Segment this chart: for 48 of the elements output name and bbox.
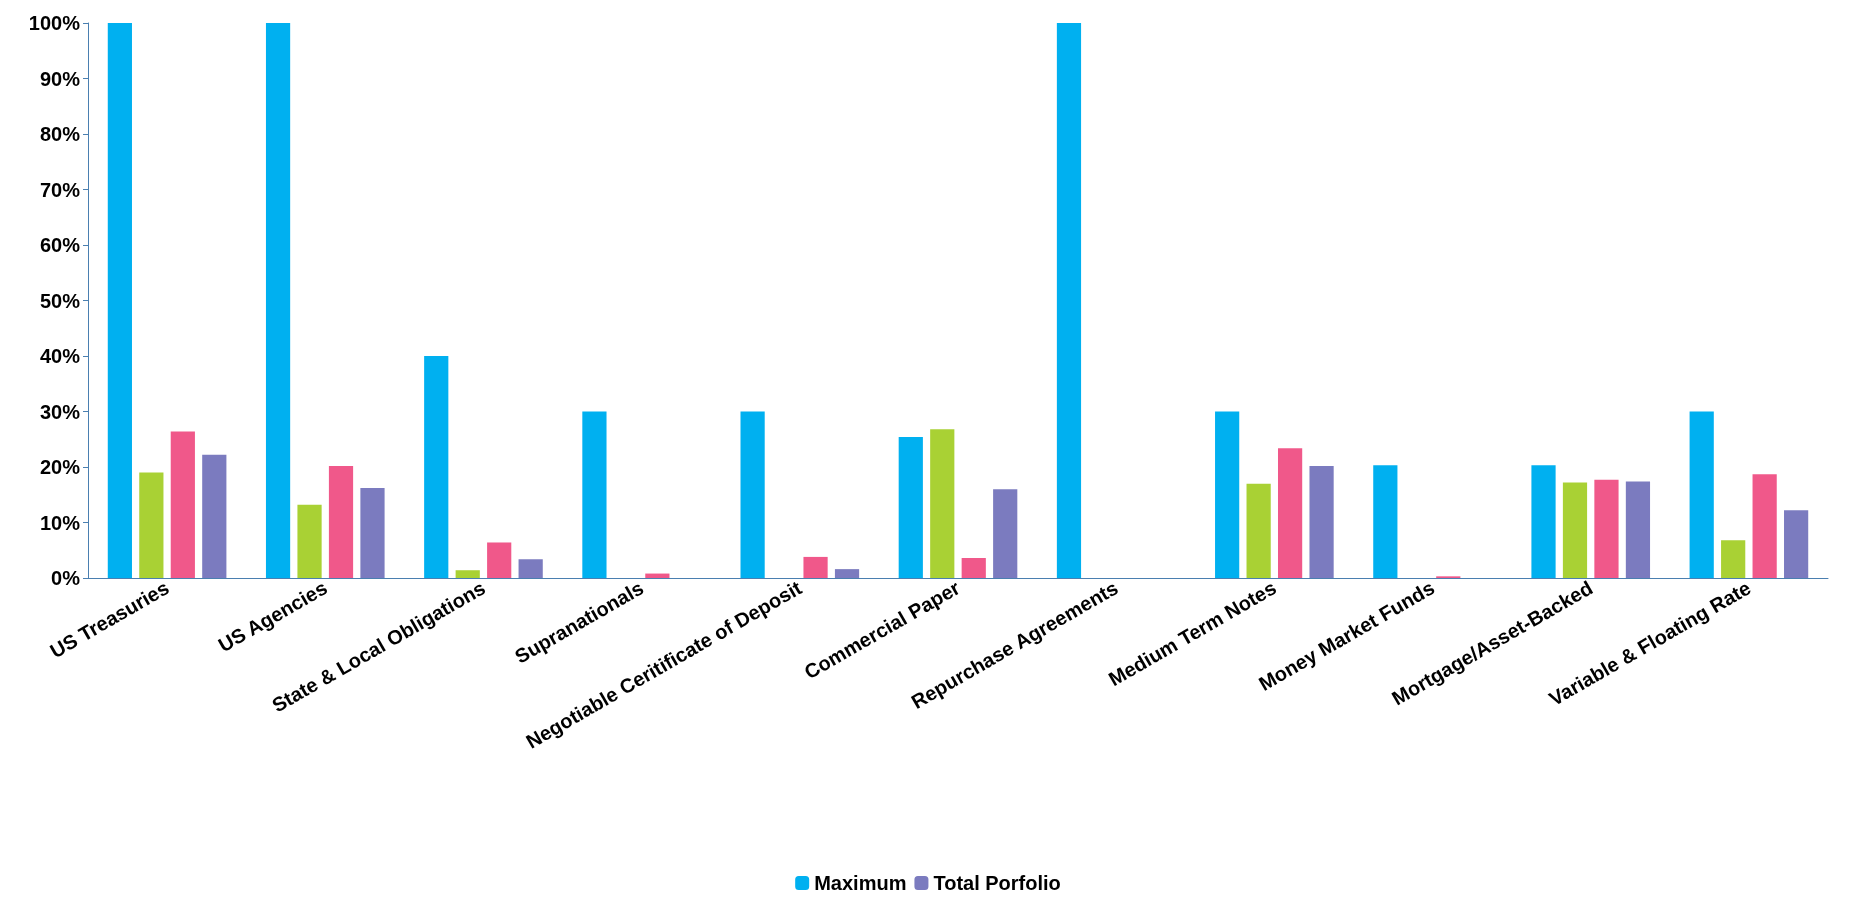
bar xyxy=(1373,465,1398,578)
bar xyxy=(1278,448,1303,578)
bar xyxy=(202,454,227,578)
bar xyxy=(961,558,986,578)
bar xyxy=(1594,479,1619,578)
bar xyxy=(518,559,543,578)
bar xyxy=(1689,411,1714,578)
y-tick-label: 90% xyxy=(39,67,81,90)
bar xyxy=(1309,465,1334,578)
bar xyxy=(139,472,164,578)
y-tick-label: 30% xyxy=(39,400,81,423)
y-tick-label: 60% xyxy=(39,234,81,256)
bar xyxy=(582,411,607,578)
bar xyxy=(265,23,291,578)
y-tick-label: 80% xyxy=(39,123,81,145)
bar xyxy=(1752,474,1777,578)
bar xyxy=(170,431,195,578)
bar xyxy=(1531,465,1556,578)
bar xyxy=(803,556,828,578)
y-tick-label: 50% xyxy=(39,289,81,312)
bar xyxy=(930,429,955,578)
bar xyxy=(740,411,765,578)
bar xyxy=(297,504,322,578)
bar xyxy=(1625,481,1651,578)
bar xyxy=(360,488,385,578)
y-tick-label: 40% xyxy=(39,345,81,367)
bar xyxy=(424,356,449,578)
bar xyxy=(1246,483,1271,578)
bar xyxy=(1721,540,1746,578)
bar xyxy=(645,573,670,578)
bar xyxy=(455,570,480,578)
bar xyxy=(993,489,1018,578)
y-tick-label: 20% xyxy=(39,456,81,478)
legend-label: Total Porfolio xyxy=(933,872,1061,894)
y-tick-label: 100% xyxy=(28,12,81,34)
bar xyxy=(1784,510,1809,578)
y-tick-label: 10% xyxy=(39,511,81,534)
bar xyxy=(834,569,860,578)
bar xyxy=(898,437,923,578)
bar xyxy=(487,542,512,578)
bar xyxy=(1562,482,1588,578)
bar xyxy=(1056,23,1082,578)
bar xyxy=(1215,411,1240,578)
y-tick-label: 70% xyxy=(39,178,81,201)
legend-label: Maximum xyxy=(814,872,907,894)
bar xyxy=(328,465,354,578)
bar xyxy=(107,23,132,578)
y-tick-label: 0% xyxy=(51,567,81,589)
